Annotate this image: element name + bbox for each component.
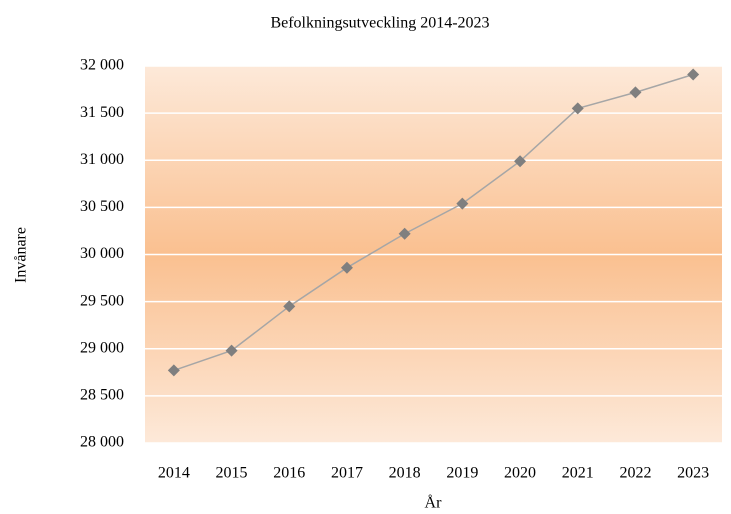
line bbox=[173, 73, 694, 372]
x-tick-label: 2015 bbox=[216, 465, 248, 482]
chart-title: Befolkningsutveckling 2014-2023 bbox=[270, 15, 489, 32]
marker bbox=[398, 227, 411, 240]
y-axis-label: Invånare bbox=[13, 227, 30, 283]
y-tick-label: 31 000 bbox=[80, 151, 124, 168]
y-tick-label: 32 000 bbox=[80, 57, 124, 74]
marker bbox=[340, 261, 353, 274]
y-tick-label: 29 000 bbox=[80, 339, 124, 356]
x-tick-label: 2021 bbox=[562, 465, 594, 482]
marker bbox=[225, 344, 238, 357]
marker bbox=[283, 300, 296, 313]
x-tick-label: 2019 bbox=[446, 465, 478, 482]
x-tick-label: 2020 bbox=[504, 465, 536, 482]
x-tick-label: 2023 bbox=[677, 465, 709, 482]
marker bbox=[167, 364, 180, 377]
x-tick-label: 2018 bbox=[389, 465, 421, 482]
y-tick-label: 30 000 bbox=[80, 245, 124, 262]
marker bbox=[571, 102, 584, 115]
y-tick-label: 28 500 bbox=[80, 387, 124, 404]
y-tick-label: 31 500 bbox=[80, 104, 124, 121]
y-tick-label: 28 000 bbox=[80, 434, 124, 451]
y-tick-label: 30 500 bbox=[80, 198, 124, 215]
x-axis-label: År bbox=[425, 494, 443, 512]
marker bbox=[456, 197, 469, 210]
x-tick-label: 2014 bbox=[158, 465, 190, 482]
marker bbox=[629, 86, 642, 99]
x-tick-label: 2022 bbox=[619, 465, 651, 482]
y-tick-label: 29 500 bbox=[80, 292, 124, 309]
marker bbox=[514, 155, 527, 168]
marker bbox=[687, 68, 700, 81]
x-tick-label: 2016 bbox=[273, 465, 305, 482]
x-tick-label: 2017 bbox=[331, 465, 363, 482]
